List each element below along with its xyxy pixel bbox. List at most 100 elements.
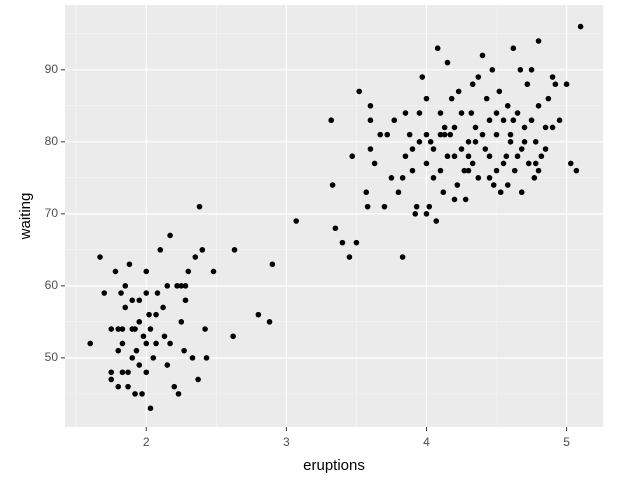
point: [332, 225, 339, 232]
point: [437, 110, 444, 116]
point: [545, 95, 552, 102]
point: [356, 88, 363, 95]
point: [115, 326, 122, 332]
y-tick-label: 70: [45, 206, 59, 220]
point: [514, 153, 521, 160]
point: [475, 74, 482, 80]
point: [458, 146, 465, 152]
point: [399, 254, 406, 260]
point: [542, 146, 549, 152]
point: [458, 110, 465, 116]
point: [483, 95, 490, 102]
point: [147, 405, 154, 412]
point: [266, 319, 273, 325]
point: [381, 203, 388, 210]
point: [97, 254, 103, 260]
point: [146, 311, 152, 318]
point: [136, 297, 143, 304]
point: [493, 110, 500, 116]
point: [412, 211, 419, 217]
point: [143, 369, 150, 376]
point: [532, 160, 539, 167]
point: [409, 167, 416, 174]
point: [203, 355, 210, 361]
point: [437, 131, 444, 138]
point: [511, 167, 518, 174]
point: [157, 247, 164, 253]
point: [413, 203, 420, 210]
point: [178, 319, 185, 325]
point: [346, 254, 353, 260]
point: [367, 103, 374, 109]
point: [441, 131, 448, 138]
point: [329, 182, 336, 188]
point: [489, 67, 496, 73]
point: [395, 189, 402, 196]
point: [143, 268, 150, 275]
point: [503, 153, 510, 160]
point: [133, 347, 140, 354]
point: [367, 117, 374, 124]
point: [434, 45, 441, 52]
point: [101, 290, 108, 296]
point: [542, 124, 549, 131]
point: [510, 45, 517, 52]
point: [199, 247, 206, 253]
point: [143, 290, 150, 296]
point: [108, 369, 115, 376]
point: [108, 326, 115, 332]
point: [444, 59, 451, 66]
point: [122, 304, 129, 311]
point: [518, 189, 525, 196]
point: [556, 117, 563, 124]
point: [353, 239, 360, 246]
point: [161, 333, 168, 340]
point: [507, 139, 514, 145]
point: [178, 283, 185, 289]
point: [115, 383, 122, 390]
point: [504, 182, 511, 188]
point: [577, 23, 584, 30]
point: [189, 355, 196, 361]
point: [521, 139, 528, 145]
point: [524, 81, 531, 88]
point: [532, 139, 539, 145]
grid: [65, 5, 603, 427]
point: [437, 167, 444, 174]
point: [136, 362, 143, 368]
x-tick-label: 3: [283, 435, 290, 449]
point: [185, 268, 192, 275]
point: [118, 290, 124, 296]
point: [465, 167, 472, 174]
point: [154, 290, 161, 296]
point: [230, 333, 236, 340]
point: [125, 383, 131, 390]
point: [402, 153, 409, 160]
point: [479, 52, 486, 59]
point: [518, 146, 525, 152]
point: [468, 110, 475, 116]
point: [462, 196, 469, 203]
point: [182, 283, 189, 289]
point: [535, 103, 542, 109]
point: [119, 340, 126, 347]
point: [175, 391, 182, 397]
point: [430, 146, 437, 152]
point: [153, 340, 159, 347]
point: [119, 326, 126, 332]
point: [486, 117, 493, 124]
point: [469, 160, 476, 167]
y-tick-label: 60: [45, 278, 59, 292]
point: [174, 283, 180, 289]
point: [535, 167, 542, 174]
point: [147, 326, 154, 332]
point: [293, 218, 299, 224]
point: [416, 110, 423, 116]
point: [153, 311, 159, 318]
point: [122, 283, 129, 289]
point: [525, 160, 532, 167]
point: [255, 311, 262, 318]
point: [497, 189, 504, 196]
x-tick-label: 2: [143, 435, 150, 449]
point: [129, 355, 136, 361]
